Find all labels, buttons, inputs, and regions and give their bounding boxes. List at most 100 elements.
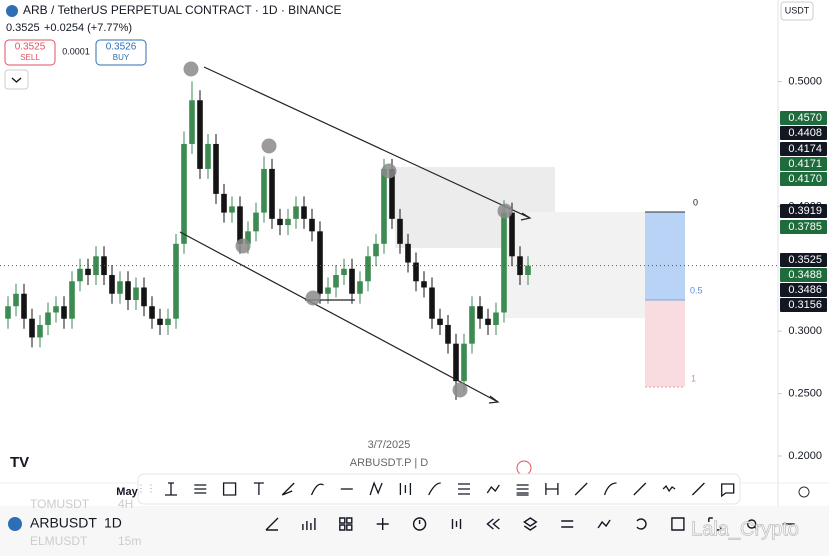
- candle-body: [269, 168, 275, 219]
- price-labels: 0.50000.40000.30000.25000.20000.45700.44…: [778, 75, 827, 462]
- tv-logo: TV: [10, 454, 29, 471]
- tool-icon[interactable]: [399, 483, 412, 495]
- tool-icon[interactable]: [428, 482, 441, 496]
- candle-body: [477, 306, 483, 319]
- tool-icon[interactable]: [486, 484, 500, 494]
- candle-body: [373, 243, 379, 257]
- footer-icon[interactable]: [412, 517, 427, 531]
- drag-handle: ⋮⋮: [136, 484, 156, 495]
- candle-body: [453, 343, 459, 382]
- pivot: [183, 61, 199, 77]
- price-tag-label: 0.3486: [788, 284, 822, 296]
- candle-body: [205, 143, 211, 169]
- candle-body: [5, 306, 11, 319]
- footer-icon[interactable]: [376, 518, 389, 530]
- candle-body: [125, 281, 131, 300]
- candle-body: [77, 268, 83, 282]
- footer-icon[interactable]: [523, 517, 538, 531]
- tool-icon[interactable]: [691, 482, 705, 496]
- tool-icon[interactable]: [662, 484, 676, 493]
- tool-icon[interactable]: [369, 481, 383, 496]
- buy-button[interactable]: [95, 39, 147, 66]
- pivots: [183, 61, 513, 398]
- price-tag: [780, 111, 827, 125]
- tool-icon[interactable]: [721, 483, 735, 498]
- date-label: 3/7/2025: [368, 439, 411, 451]
- coin-icon: [8, 517, 22, 531]
- footer-icon[interactable]: [747, 519, 759, 531]
- tool-icon[interactable]: [458, 483, 470, 495]
- footer-icon[interactable]: [636, 518, 647, 530]
- footer-interval[interactable]: 1D: [104, 515, 122, 531]
- candle-body: [189, 100, 195, 144]
- buy-label[interactable]: BUY: [113, 53, 130, 62]
- sell-label[interactable]: SELL: [20, 53, 40, 62]
- overlay: [330, 0, 606, 100]
- footer-icon[interactable]: [339, 517, 353, 531]
- buy-price[interactable]: 0.3526: [106, 42, 137, 53]
- footer-icons: [265, 517, 795, 531]
- price-tag: [780, 126, 827, 140]
- candle-body: [133, 287, 139, 300]
- price-tag: [780, 142, 827, 156]
- coin-icon: [6, 5, 18, 17]
- candle-body: [397, 218, 403, 244]
- pivot: [305, 290, 321, 306]
- footer-icon[interactable]: [708, 517, 722, 531]
- candle-body: [509, 212, 515, 257]
- currency-button[interactable]: [780, 1, 814, 21]
- footer-icon[interactable]: [486, 518, 500, 530]
- candle-body: [13, 293, 19, 307]
- candle-body: [277, 218, 283, 226]
- footer-icon[interactable]: [451, 519, 462, 529]
- y-tick-label: 0.5000: [788, 75, 822, 87]
- symbol-title: ARB / TetherUS PERPETUAL CONTRACT · 1D ·…: [23, 3, 342, 17]
- fib-label: 0: [693, 197, 698, 207]
- candle-body: [317, 231, 323, 294]
- settings-icon[interactable]: [798, 486, 810, 498]
- time-label: May: [116, 486, 138, 498]
- footer-symbol[interactable]: ARBUSDT: [30, 515, 97, 531]
- tool-icon[interactable]: [253, 482, 264, 495]
- candle-body: [333, 275, 339, 288]
- candle-body: [165, 318, 171, 325]
- price-tag: [780, 220, 827, 234]
- footer-icon[interactable]: [265, 517, 279, 531]
- tool-icon[interactable]: [165, 482, 177, 496]
- collapse-button[interactable]: [4, 69, 29, 90]
- price-tag-label: 0.3156: [788, 299, 822, 311]
- tool-icon[interactable]: [516, 484, 529, 496]
- pivot: [261, 138, 277, 154]
- price-tag: [780, 268, 827, 282]
- currency[interactable]: USDT: [785, 5, 810, 15]
- tool-icon[interactable]: [603, 482, 617, 496]
- sell-button[interactable]: [4, 39, 56, 66]
- candle-body: [341, 268, 347, 276]
- tool-icon[interactable]: [545, 483, 559, 495]
- candle-body: [301, 206, 307, 219]
- sell-price[interactable]: 0.3525: [15, 42, 46, 53]
- toolbar-icons: ⋮⋮: [136, 481, 735, 498]
- tool-icon[interactable]: [310, 483, 324, 496]
- price-tag-label: 0.4171: [788, 158, 822, 170]
- candle-body: [21, 293, 27, 319]
- candle-body: [61, 306, 67, 319]
- footer-icon[interactable]: [561, 520, 574, 528]
- price-tag: [780, 253, 827, 267]
- tool-icon[interactable]: [574, 482, 588, 496]
- candle-body: [285, 218, 291, 226]
- tool-icon[interactable]: [222, 482, 237, 496]
- y-tick-label: 0.2500: [788, 388, 822, 400]
- tool-icon[interactable]: [194, 484, 207, 494]
- y-tick-label: 0.3000: [788, 325, 822, 337]
- tool-icon[interactable]: [281, 482, 295, 496]
- candle-body: [237, 206, 243, 244]
- footer-icon[interactable]: [302, 518, 316, 530]
- candle-body: [485, 318, 491, 325]
- fib-upper: [645, 212, 685, 300]
- footer-icon[interactable]: [671, 517, 685, 531]
- footer-icon[interactable]: [597, 519, 611, 529]
- pivot: [235, 238, 251, 254]
- tool-icon[interactable]: [633, 482, 647, 496]
- candle-body: [197, 100, 203, 169]
